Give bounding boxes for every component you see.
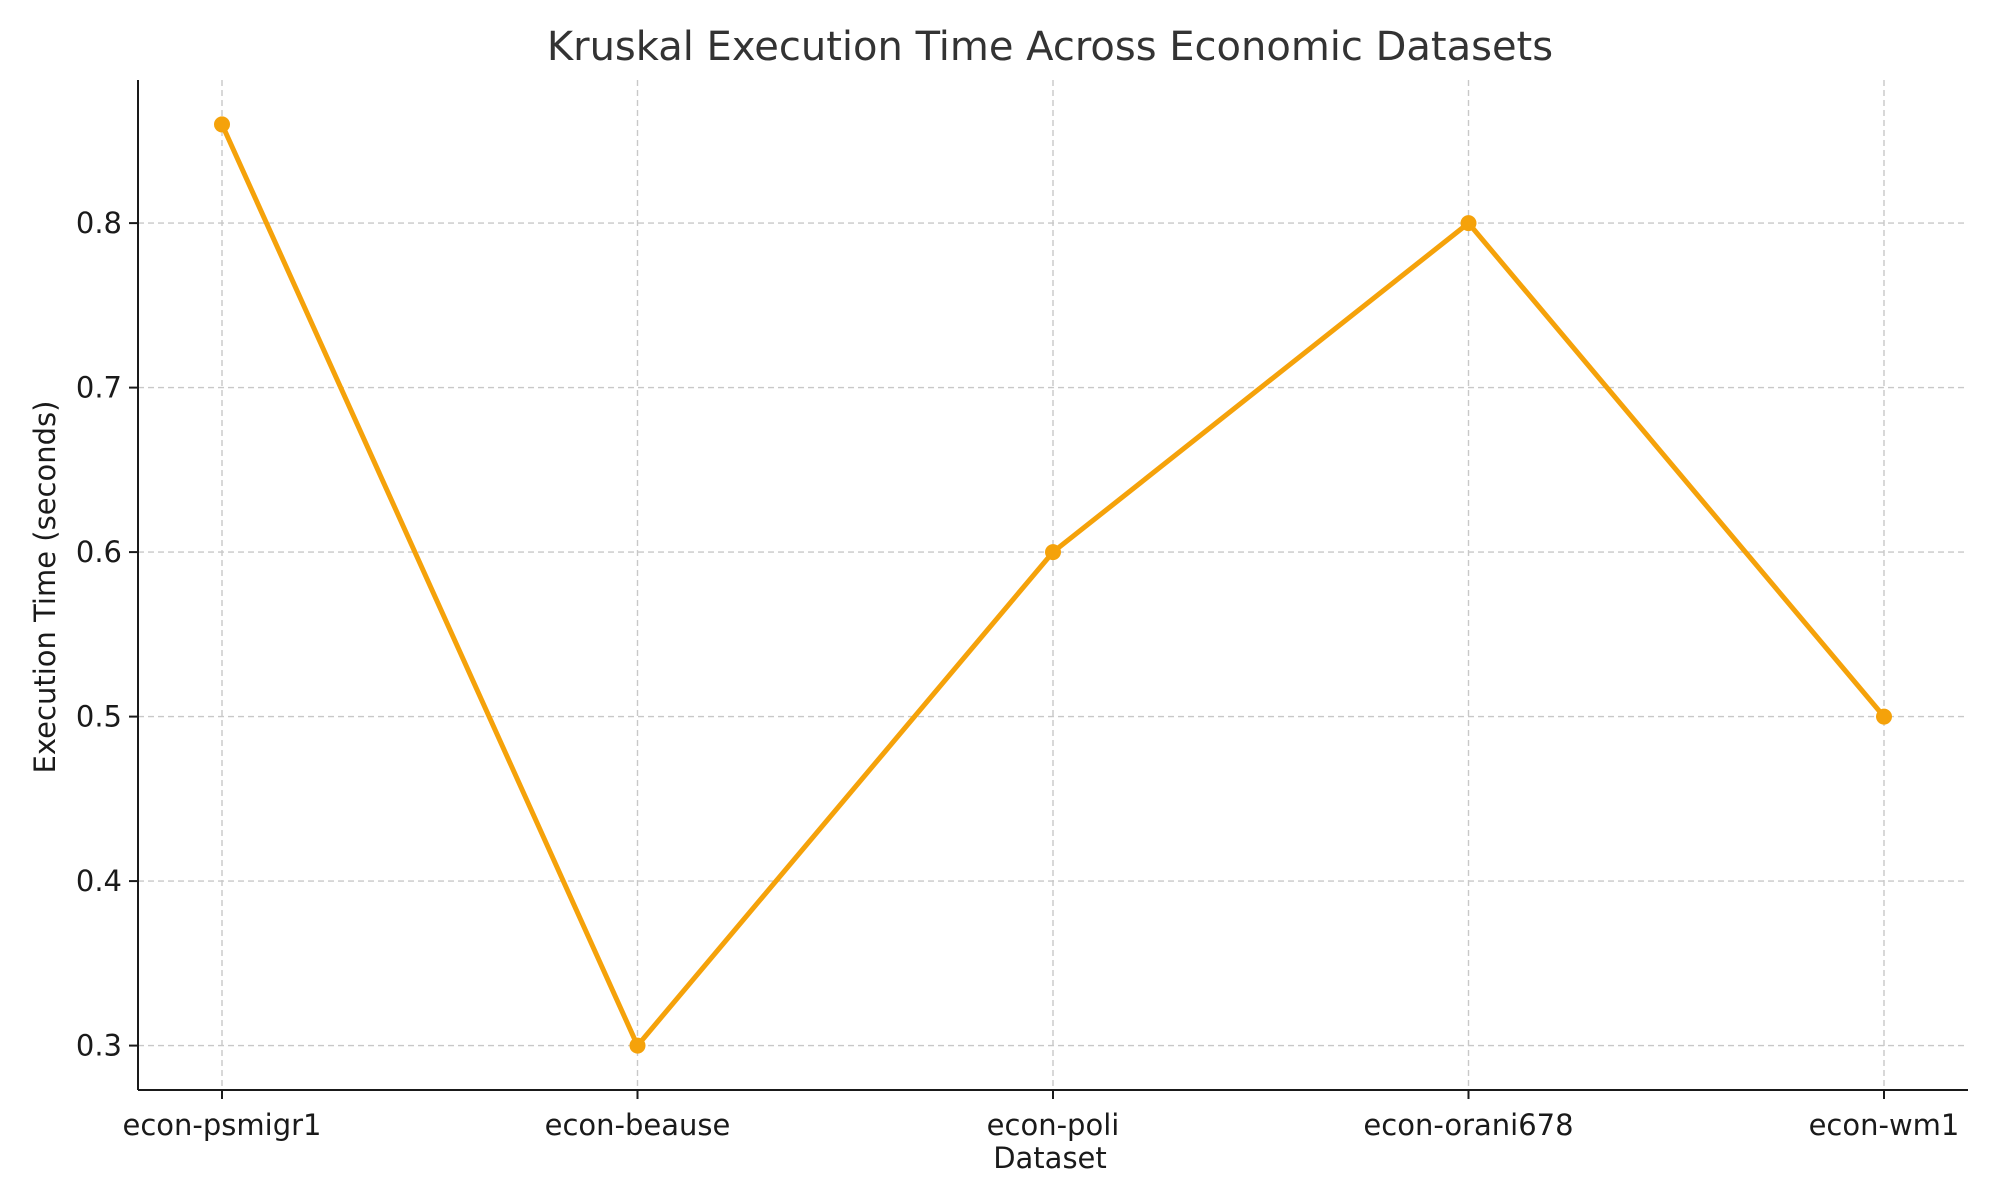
y-axis-label: Execution Time (seconds) — [28, 401, 62, 774]
y-tick-label: 0.6 — [76, 535, 122, 569]
x-tick-label: econ-orani678 — [1363, 1108, 1573, 1142]
y-tick-label: 0.5 — [76, 700, 122, 734]
y-tick-label: 0.4 — [76, 864, 122, 898]
data-point — [629, 1037, 646, 1054]
y-tick-label: 0.3 — [76, 1029, 122, 1063]
y-tick-label: 0.7 — [76, 371, 122, 405]
x-tick-label: econ-poli — [987, 1108, 1120, 1142]
data-point — [1045, 544, 1061, 561]
data-point — [1460, 215, 1477, 232]
y-tick-label: 0.8 — [76, 206, 122, 240]
data-point — [214, 116, 230, 133]
x-tick-label: econ-beause — [545, 1108, 731, 1142]
x-tick-label: econ-psmigr1 — [123, 1108, 322, 1142]
x-tick-label: econ-wm1 — [1809, 1108, 1960, 1142]
x-axis-label: Dataset — [993, 1141, 1107, 1175]
grid — [138, 80, 1968, 1090]
data-point — [1876, 708, 1892, 725]
axes — [129, 80, 1968, 1099]
series — [214, 116, 1892, 1054]
chart-title: Kruskal Execution Time Across Economic D… — [547, 24, 1553, 70]
tick-labels: 0.3 0.4 0.5 0.6 0.7 0.8 econ-psmigr1 econ-beaus… — [76, 206, 1960, 1142]
